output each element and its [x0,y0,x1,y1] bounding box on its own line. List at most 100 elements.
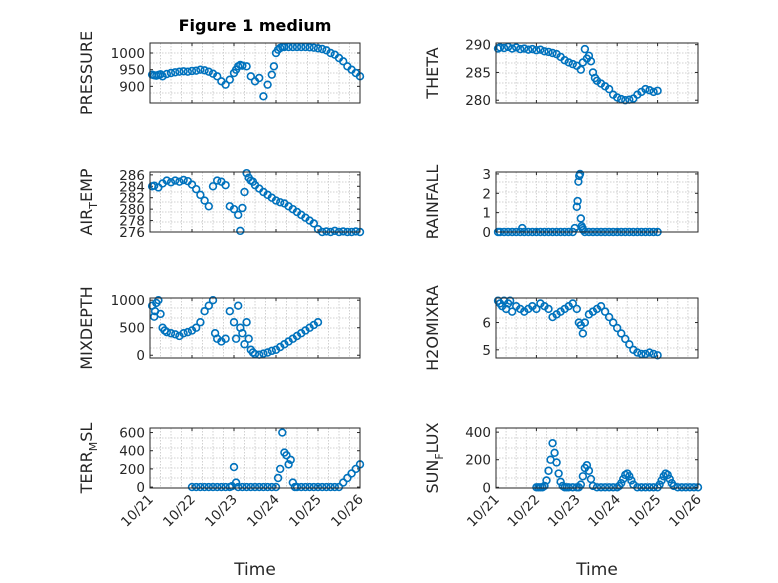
data-point [242,62,251,71]
data-point [677,483,687,492]
data-point [550,448,559,458]
y-axis-label-main: TERR [77,451,96,494]
data-point [575,169,585,179]
axes-box [495,171,699,233]
y-tick-label: 400 [465,425,491,441]
data-point [200,307,209,316]
data-point [625,472,634,481]
data-point [600,307,610,316]
data-point [347,469,356,478]
data-point [200,482,209,492]
data-point [621,334,630,344]
data-point [578,329,588,338]
data-point [231,478,241,487]
y-tick-label: 1 [482,206,491,222]
data-point [326,48,335,58]
data-point [263,80,272,89]
data-point [318,482,327,492]
data-point [505,296,515,305]
y-tick-label: 284 [119,179,145,195]
x-tick-label: 10/22 [504,492,543,531]
data-point [292,482,302,492]
data-point [200,66,209,75]
y-axis-label-main: H2OMIXRA [423,285,442,371]
data-point [192,66,201,75]
data-point [208,482,218,492]
data-point [234,482,243,492]
data-point [154,296,163,305]
data-point [596,483,606,492]
data-point [204,67,214,76]
data-point [645,348,654,357]
data-point [225,75,235,84]
y-axis-label-rest: LUX [423,422,442,453]
data-point [343,473,352,483]
data-point [351,464,360,474]
data-point [187,482,197,492]
data-point [175,177,184,186]
y-tick-label: 285 [465,65,491,81]
x-tick-label: 10/23 [545,492,584,531]
data-point [528,44,537,54]
y-tick-label: 280 [465,93,491,109]
data-point [572,202,581,212]
subplot-mixdepth: 0 500 1000 MIXDEPTH [77,286,361,370]
data-point [156,309,165,319]
data-point [196,482,205,492]
data-point [175,67,184,76]
data-point [267,70,276,79]
data-point [292,42,302,52]
data-point [532,46,541,55]
data-point [267,482,276,492]
data-point [192,184,201,194]
y-tick-label: 6 [482,316,491,332]
data-point [564,483,573,492]
data-point [568,299,577,308]
data-point [166,68,176,78]
data-point [229,318,239,327]
data-point [269,62,279,71]
data-point [196,190,205,200]
data-point [267,346,276,356]
data-point [305,482,314,492]
data-point [240,340,249,349]
y-axis-label: THETA [423,47,442,99]
data-point [192,482,201,492]
data-point [552,458,561,467]
data-point [236,226,245,236]
x-tick-label: 10/21 [118,492,157,531]
data-point [578,472,588,481]
y-tick-label: 900 [119,79,145,95]
data-point [221,80,230,89]
data-point [544,47,553,57]
data-point [166,178,176,187]
y-tick-label: 3 [482,167,491,183]
data-point [284,42,293,52]
data-point [588,481,598,491]
y-axis-label-sub: T [87,202,100,210]
figure-title: Figure 1 medium [179,16,332,35]
y-tick-label: 290 [465,38,491,54]
data-point [633,483,642,492]
data-point [608,318,618,327]
data-point [282,451,291,460]
data-point [187,180,197,189]
y-axis-label: PRESSURE [77,31,96,115]
data-point [544,304,553,314]
data-point [208,296,218,305]
data-point [305,43,314,52]
y-axis-label: RAINFALL [423,165,442,240]
data-point [576,65,586,74]
data-point [322,482,331,492]
y-tick-label: 600 [119,426,145,442]
axes-box [149,427,361,489]
data-point [673,483,682,492]
data-point [536,45,545,54]
x-tick-label: 10/21 [464,492,503,531]
data-point [330,482,339,492]
y-axis-label: AIRTEMP [77,168,100,235]
data-point [495,43,505,52]
y-tick-label: 0 [482,480,491,496]
y-tick-label: 2 [482,186,491,202]
data-point [540,47,549,56]
